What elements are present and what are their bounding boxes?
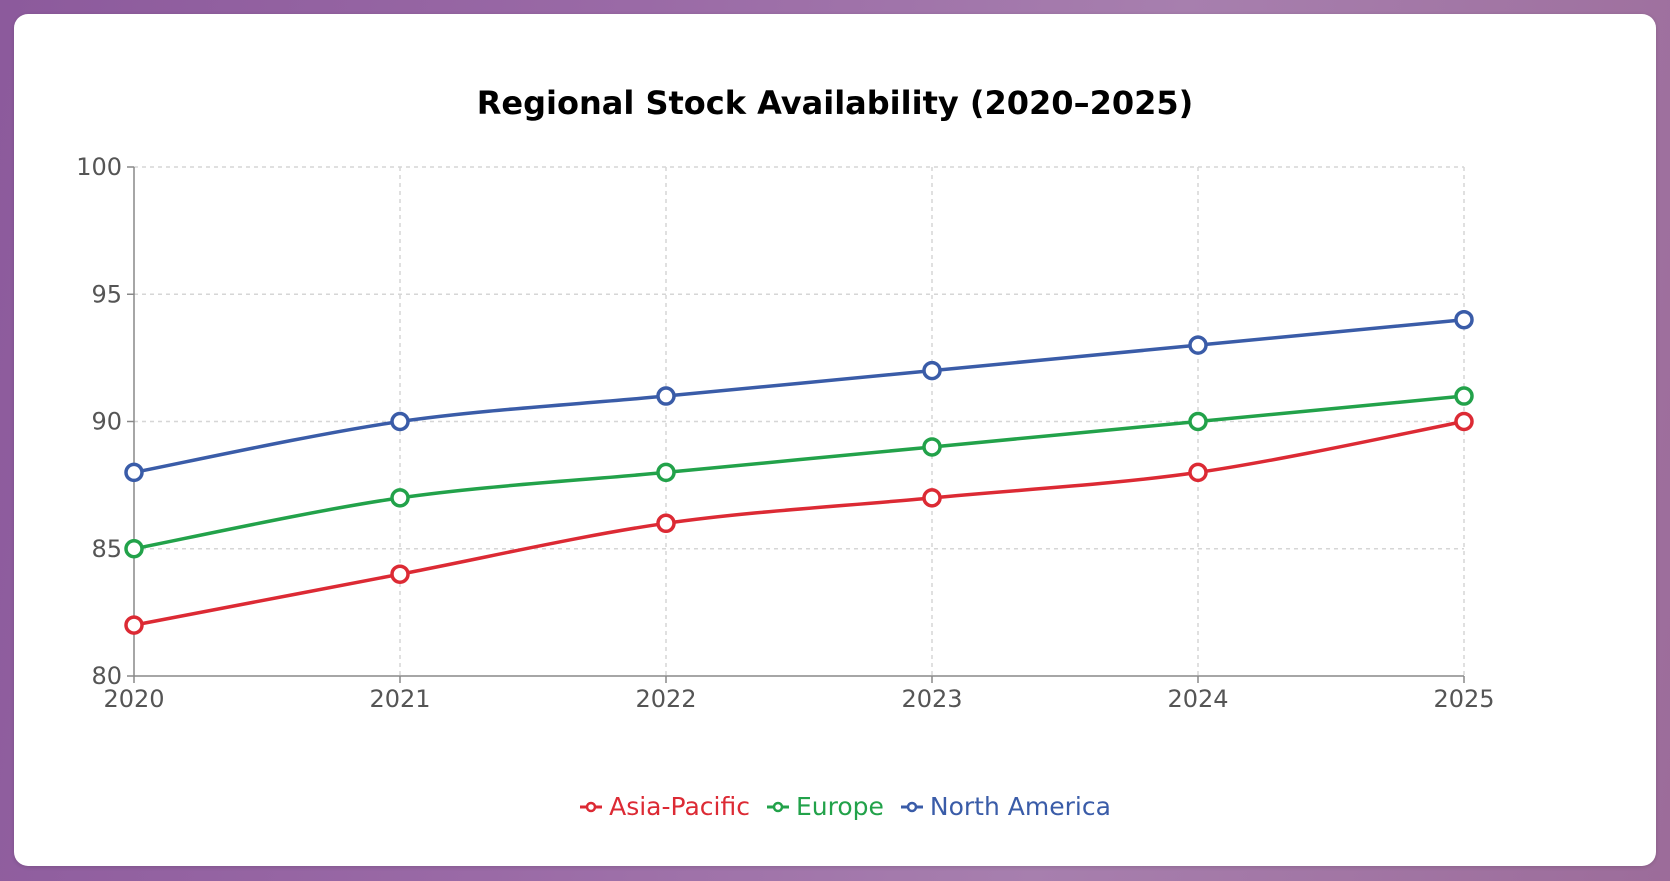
y-tick-label: 100	[76, 153, 122, 181]
y-tick-label: 85	[91, 535, 122, 563]
data-point-europe	[656, 462, 676, 483]
data-point-europe	[390, 488, 410, 508]
data-point-asia-pacific	[922, 488, 942, 508]
legend-marker-icon	[580, 801, 603, 812]
legend: Asia-Pacific Europe North America	[14, 792, 1656, 821]
x-tick-label: 2024	[1167, 685, 1228, 713]
series-line-europe	[133, 394, 1465, 551]
chart-title: Regional Stock Availability (2020–2025)	[476, 84, 1194, 122]
y-tick-label: 90	[91, 408, 122, 436]
data-point-europe	[1188, 411, 1208, 432]
data-point-asia-pacific	[1454, 411, 1474, 432]
x-tick-label: 2022	[635, 685, 696, 713]
series-line-north-america	[133, 317, 1465, 475]
x-tick-label: 2023	[901, 685, 962, 713]
legend-item-north-america[interactable]: North America	[900, 792, 1111, 821]
x-tick-label: 2021	[369, 685, 430, 713]
legend-marker-icon	[900, 801, 923, 812]
series-lines	[133, 317, 1465, 627]
legend-label: North America	[929, 792, 1111, 821]
data-point-north-america	[1188, 335, 1208, 355]
data-point-asia-pacific	[1188, 462, 1208, 483]
data-point-europe	[1454, 386, 1474, 406]
data-point-europe	[124, 539, 144, 559]
legend-label: Europe	[795, 792, 884, 821]
y-tick-label: 80	[91, 662, 122, 690]
y-tick-label: 95	[91, 280, 122, 308]
data-point-north-america	[922, 360, 942, 381]
series-points	[124, 309, 1474, 635]
series-line-asia-pacific	[133, 419, 1465, 627]
legend-item-asia-pacific[interactable]: Asia-Pacific	[579, 792, 750, 821]
legend-marker-icon	[766, 801, 789, 812]
data-point-asia-pacific	[124, 615, 144, 635]
grid	[134, 166, 1465, 676]
data-point-asia-pacific	[656, 513, 676, 534]
axes: 80 85 90 95 100 2020 2021 2022 2023 2024 2025	[76, 153, 1494, 713]
data-point-asia-pacific	[390, 564, 410, 584]
data-point-north-america	[1454, 309, 1474, 330]
data-point-north-america	[124, 462, 144, 483]
data-point-europe	[922, 437, 942, 457]
chart-card: Regional Stock Availability (2020–2025) …	[14, 14, 1656, 866]
legend-item-europe[interactable]: Europe	[766, 792, 884, 821]
line-chart: 80 85 90 95 100 2020 2021 2022 2023 2024 2025	[76, 153, 1494, 713]
data-point-north-america	[390, 411, 410, 432]
x-tick-label: 2020	[103, 685, 164, 713]
x-tick-label: 2025	[1433, 685, 1494, 713]
legend-label: Asia-Pacific	[609, 792, 750, 821]
data-point-north-america	[656, 386, 676, 406]
